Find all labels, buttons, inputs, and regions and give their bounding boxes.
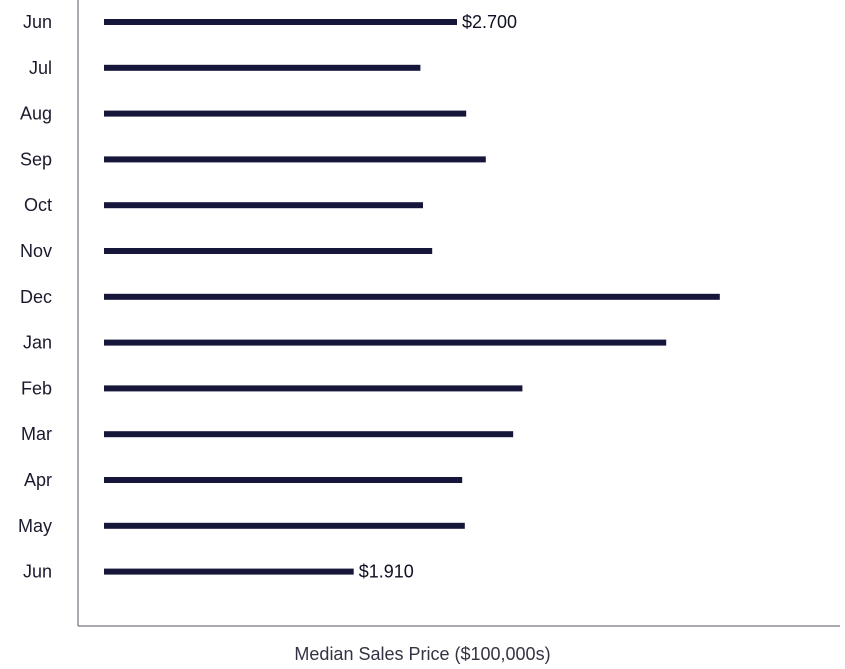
value-label-0: $2.700: [462, 12, 517, 32]
bar-8-feb: [104, 385, 523, 392]
bar-11-may: [104, 522, 465, 529]
bar-1-jul: [104, 64, 421, 71]
category-label-10: Apr: [24, 470, 52, 490]
category-label-5: Nov: [20, 241, 52, 261]
category-label-4: Oct: [24, 195, 52, 215]
bar-0-jun: [104, 19, 457, 25]
category-label-12: Jun: [23, 562, 52, 582]
category-label-6: Dec: [20, 287, 52, 307]
bar-5-nov: [104, 248, 433, 254]
bar-4-oct: [104, 202, 423, 209]
category-label-3: Sep: [20, 149, 52, 169]
category-labels-group: Jun Jul Aug Sep Oct Nov Dec Jan Feb Mar Apr May Jun: [18, 12, 52, 582]
category-label-2: Aug: [20, 104, 52, 124]
value-label-12: $1.910: [359, 562, 414, 582]
category-label-8: Feb: [21, 378, 52, 398]
category-label-0: Jun: [23, 12, 52, 32]
bar-9-mar: [104, 431, 514, 438]
bar-12-jun: [104, 568, 354, 575]
bar-3-sep: [104, 156, 486, 163]
category-label-7: Jan: [23, 333, 52, 353]
category-label-11: May: [18, 516, 52, 536]
bar-10-apr: [104, 477, 463, 483]
category-label-9: Mar: [21, 424, 52, 444]
category-label-1: Jul: [29, 58, 52, 78]
bar-2-aug: [104, 110, 467, 117]
value-labels-group: $2.700 $1.910: [359, 12, 517, 582]
bar-6-dec: [104, 293, 720, 300]
x-axis-title: Median Sales Price ($100,000s): [294, 644, 551, 664]
bars-group: [104, 19, 720, 575]
bar-7-jan: [104, 339, 667, 346]
